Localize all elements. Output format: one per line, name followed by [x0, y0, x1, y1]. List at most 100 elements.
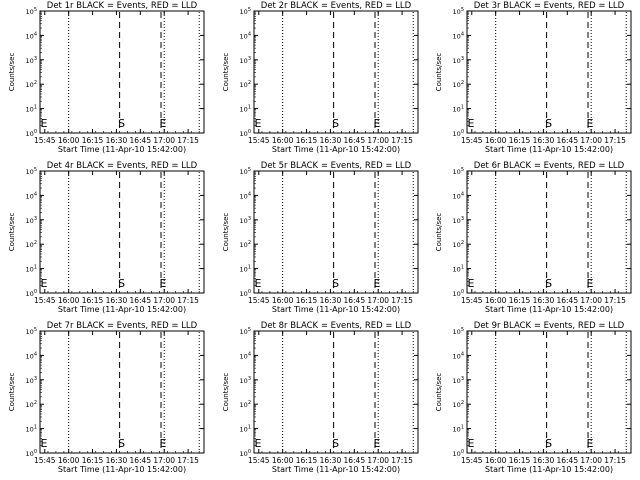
- plot-frame: [466, 10, 632, 134]
- y-tick-label: 104: [26, 191, 37, 200]
- y-tick-label: 104: [453, 351, 464, 360]
- x-tick-label: 16:00: [58, 296, 80, 305]
- x-tick-label: 16:30: [533, 296, 555, 305]
- marker-label: E: [374, 117, 381, 130]
- x-tick-label: 16:30: [320, 136, 342, 145]
- y-tick-label: 103: [26, 376, 37, 385]
- x-tick-label: 16:15: [509, 296, 531, 305]
- x-tick-label: 16:00: [485, 456, 507, 465]
- marker-label: S: [118, 437, 125, 450]
- plot-frame: [39, 10, 205, 134]
- x-tick-label: 16:30: [320, 456, 342, 465]
- x-tick-label: 16:00: [485, 136, 507, 145]
- x-tick-label: 16:45: [556, 456, 578, 465]
- x-tick-label: 16:15: [82, 136, 104, 145]
- x-axis-label: Start Time (11-Apr-10 15:42:00): [58, 465, 186, 474]
- y-axis-label: Counts/sec: [222, 373, 230, 412]
- marker-label: S: [332, 117, 339, 130]
- y-tick-label: 105: [26, 167, 37, 176]
- panel-title: Det 1r BLACK = Events, RED = LLD: [47, 1, 198, 11]
- y-tick-label: 105: [453, 7, 464, 16]
- plot-frame: [466, 330, 632, 454]
- marker-label: S: [545, 117, 552, 130]
- panel-title: Det 3r BLACK = Events, RED = LLD: [474, 1, 625, 11]
- y-axis-label: Counts/sec: [222, 53, 230, 92]
- x-tick-label: 15:45: [248, 136, 270, 145]
- plot-frame: [253, 170, 419, 294]
- x-tick-label: 17:00: [580, 456, 602, 465]
- x-tick-label: 16:45: [129, 456, 151, 465]
- x-axis-label: Start Time (11-Apr-10 15:42:00): [485, 305, 613, 314]
- y-tick-label: 105: [240, 327, 251, 336]
- y-axis-label: Counts/sec: [222, 213, 230, 252]
- plot-frame: [253, 10, 419, 134]
- y-tick-label: 103: [240, 56, 251, 65]
- plot-frame: [466, 170, 632, 294]
- y-tick-label: 104: [240, 191, 251, 200]
- panel-title: Det 5r BLACK = Events, RED = LLD: [261, 161, 412, 171]
- panel-det-2: Det 2r BLACK = Events, RED = LLD 15:45 16:…: [222, 1, 419, 154]
- marker-label: E: [255, 437, 262, 450]
- x-tick-label: 16:00: [58, 456, 80, 465]
- x-tick-label: 16:45: [129, 136, 151, 145]
- x-tick-label: 16:45: [556, 296, 578, 305]
- panel-title: Det 9r BLACK = Events, RED = LLD: [474, 321, 625, 331]
- x-tick-label: 17:00: [367, 296, 389, 305]
- x-tick-label: 15:45: [461, 456, 483, 465]
- marker-label: E: [374, 437, 381, 450]
- y-tick-label: 105: [26, 327, 37, 336]
- y-tick-label: 105: [453, 327, 464, 336]
- y-tick-label: 100: [26, 129, 37, 138]
- marker-label: E: [587, 117, 594, 130]
- y-tick-label: 100: [453, 449, 464, 458]
- y-tick-label: 104: [453, 191, 464, 200]
- x-tick-label: 16:45: [556, 136, 578, 145]
- marker-label: E: [41, 277, 48, 290]
- marker-label: E: [160, 277, 167, 290]
- y-axis-label: Counts/sec: [435, 53, 443, 92]
- plot-frame: [39, 170, 205, 294]
- y-tick-label: 101: [26, 425, 37, 434]
- x-tick-label: 15:45: [461, 136, 483, 145]
- y-tick-label: 101: [453, 425, 464, 434]
- marker-label: S: [545, 277, 552, 290]
- marker-label: E: [41, 117, 48, 130]
- x-axis-label: Start Time (11-Apr-10 15:42:00): [272, 465, 400, 474]
- x-tick-label: 17:00: [367, 136, 389, 145]
- x-tick-label: 17:15: [391, 296, 413, 305]
- y-tick-label: 102: [240, 80, 251, 89]
- panel-title: Det 2r BLACK = Events, RED = LLD: [261, 1, 412, 11]
- y-tick-label: 102: [26, 400, 37, 409]
- x-tick-label: 16:45: [343, 296, 365, 305]
- x-tick-label: 16:45: [343, 136, 365, 145]
- panel-title: Det 7r BLACK = Events, RED = LLD: [47, 321, 198, 331]
- x-tick-label: 17:00: [153, 296, 175, 305]
- x-tick-label: 16:15: [296, 296, 318, 305]
- y-tick-label: 101: [240, 265, 251, 274]
- x-axis-label: Start Time (11-Apr-10 15:42:00): [272, 145, 400, 154]
- marker-label: E: [41, 437, 48, 450]
- y-axis-label: Counts/sec: [8, 213, 16, 252]
- y-axis-label: Counts/sec: [435, 373, 443, 412]
- y-tick-label: 100: [26, 289, 37, 298]
- panel-title: Det 8r BLACK = Events, RED = LLD: [261, 321, 412, 331]
- y-tick-label: 104: [240, 31, 251, 40]
- x-tick-label: 17:00: [580, 136, 602, 145]
- y-tick-label: 101: [26, 105, 37, 114]
- y-tick-label: 100: [453, 289, 464, 298]
- x-tick-label: 16:15: [509, 456, 531, 465]
- panel-title: Det 4r BLACK = Events, RED = LLD: [47, 161, 198, 171]
- y-tick-label: 101: [453, 265, 464, 274]
- x-tick-label: 16:30: [106, 456, 128, 465]
- marker-label: E: [160, 117, 167, 130]
- x-tick-label: 16:45: [129, 296, 151, 305]
- x-tick-label: 16:15: [296, 456, 318, 465]
- plot-frame: [39, 330, 205, 454]
- x-tick-label: 16:00: [272, 456, 294, 465]
- y-tick-label: 103: [453, 216, 464, 225]
- x-tick-label: 16:00: [272, 296, 294, 305]
